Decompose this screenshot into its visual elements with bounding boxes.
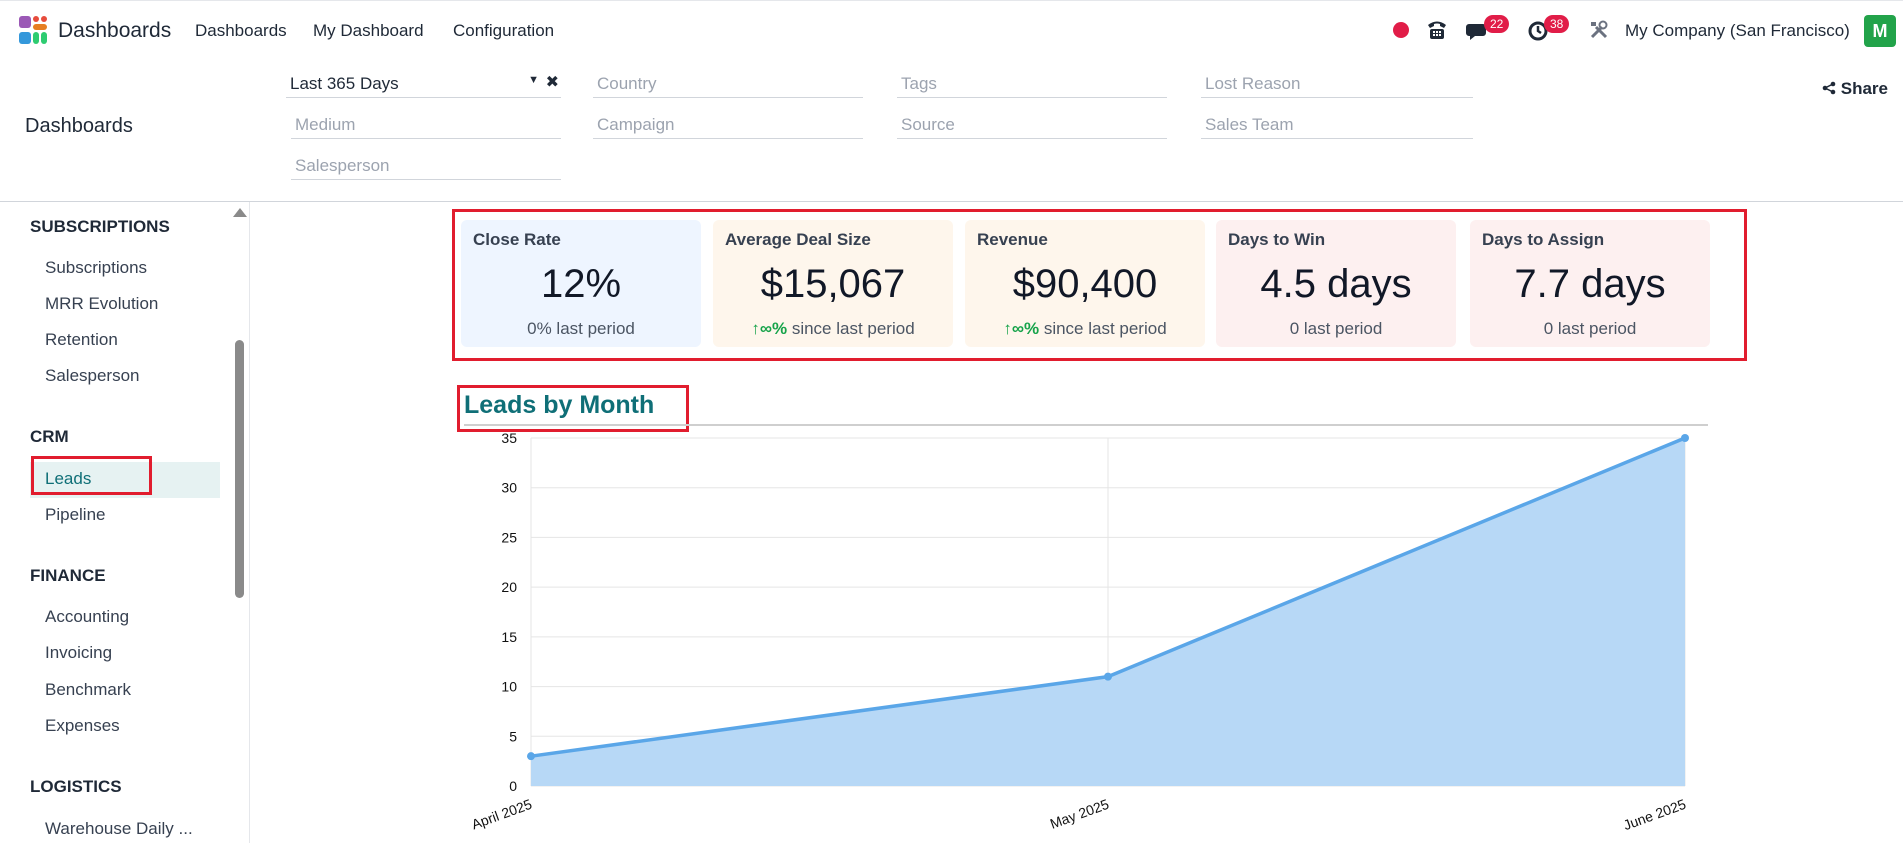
x-tick-label: June 2025 [1621,796,1688,833]
user-avatar[interactable]: M [1864,15,1896,47]
kpi-comparison: 0 last period [1289,319,1383,338]
scroll-up-arrow-icon[interactable] [233,208,247,217]
kpi-title: Days to Win [1228,230,1326,249]
sidebar-section-finance: FINANCE [30,566,106,585]
scrollbar-thumb[interactable] [235,340,244,598]
caret-down-icon[interactable]: ▼ [528,74,539,86]
sidebar-item-subscriptions[interactable]: Subscriptions [45,258,148,277]
sidebar-scrollbar[interactable] [233,202,247,843]
sidebar-item-pipeline[interactable]: Pipeline [45,505,106,524]
menu-my-dashboard[interactable]: My Dashboard [313,21,424,40]
kpi-card-close-rate[interactable]: Close Rate 12% 0% last period [461,220,701,347]
sidebar-item-salesperson[interactable]: Salesperson [45,366,140,385]
arrow-up-icon: ↑ [1003,319,1012,338]
country-filter[interactable]: Country [593,68,863,98]
share-label: Share [1840,79,1888,98]
y-tick-label: 35 [501,430,517,446]
sidebar-item-expenses[interactable]: Expenses [45,716,120,735]
app-brand[interactable]: Dashboards [58,19,172,42]
kpi-value: 4.5 days [1260,262,1412,306]
kpi-comparison-label: since last period [1043,319,1167,338]
sales-team-filter[interactable]: Sales Team [1201,109,1473,139]
kpi-value: $15,067 [760,262,906,306]
phone-icon[interactable] [1425,19,1449,41]
sidebar-item-retention[interactable]: Retention [45,330,118,349]
chart-title: Leads by Month [464,391,655,419]
kpi-card-revenue[interactable]: Revenue $90,400 ↑∞% since last period [965,220,1205,347]
messages-badge: 22 [1484,15,1510,33]
sidebar-section-crm: CRM [30,427,69,446]
sidebar-item-mrr-evolution[interactable]: MRR Evolution [45,294,159,313]
sidebar-section-subscriptions: SUBSCRIPTIONS [30,217,170,236]
y-tick-label: 15 [501,629,517,645]
share-button[interactable]: Share [1822,79,1888,99]
date-filter[interactable]: Last 365 Days ▼ ✖ [286,68,561,98]
kpi-comparison: ↑∞% since last period [713,319,953,339]
highlight-kpi-box [452,209,1747,361]
kpi-value: $90,400 [1012,262,1158,306]
lost-reason-filter[interactable]: Lost Reason [1201,68,1473,98]
y-tick-label: 30 [501,480,517,496]
salesperson-filter[interactable]: Salesperson [291,150,561,180]
kpi-title: Close Rate [473,230,561,249]
kpi-title: Average Deal Size [725,230,871,249]
company-switcher[interactable]: My Company (San Francisco) [1625,21,1850,40]
page-title: Dashboards [25,115,133,137]
kpi-card-average-deal-size[interactable]: Average Deal Size $15,067 ↑∞% since last… [713,220,953,347]
kpi-value: 12% [540,262,622,306]
data-point [1104,672,1112,681]
kpi-trend: ∞% [1011,319,1040,338]
messages-icon[interactable] [1465,20,1489,42]
dashboard-sidebar: SUBSCRIPTIONS Subscriptions MRR Evolutio… [0,202,250,843]
tags-filter[interactable]: Tags [897,68,1167,98]
date-filter-value: Last 365 Days [290,74,399,93]
menu-configuration[interactable]: Configuration [453,21,555,40]
kpi-title: Days to Assign [1482,230,1605,249]
kpi-comparison: 0 last period [1543,319,1637,338]
kpi-comparison-label: since last period [791,319,915,338]
clear-filter-icon[interactable]: ✖ [545,74,559,91]
leads-by-month-chart[interactable]: 0 5 10 15 20 25 30 35 April 2025 May 2025 June 202… [455,426,1715,843]
sidebar-item-invoicing[interactable]: Invoicing [45,643,113,662]
tools-icon[interactable] [1588,19,1610,41]
y-tick-label: 5 [509,728,517,744]
kpi-title: Revenue [977,230,1048,249]
sidebar-item-accounting[interactable]: Accounting [45,607,130,626]
y-tick-label: 0 [509,778,517,794]
kpi-comparison: 0% last period [527,319,635,338]
source-filter[interactable]: Source [897,109,1167,139]
data-point [527,752,535,761]
y-tick-label: 10 [501,679,517,695]
kpi-card-days-to-win[interactable]: Days to Win 4.5 days 0 last period [1216,220,1456,347]
activities-clock-icon[interactable] [1527,20,1549,42]
campaign-filter[interactable]: Campaign [593,109,863,139]
x-tick-label: May 2025 [1048,796,1111,832]
top-navbar: Dashboards Dashboards My Dashboard Confi… [0,0,1903,60]
kpi-value: 7.7 days [1514,262,1666,306]
control-panel-divider [0,201,1903,202]
kpi-card-days-to-assign[interactable]: Days to Assign 7.7 days 0 last period [1470,220,1710,347]
recording-indicator-icon[interactable] [1393,22,1409,38]
y-tick-label: 25 [501,529,517,545]
arrow-up-icon: ↑ [751,319,760,338]
highlight-chart-title-box [457,385,689,432]
share-icon [1822,81,1836,95]
x-tick-label: April 2025 [469,796,534,833]
menu-dashboards[interactable]: Dashboards [195,21,287,40]
sidebar-item-benchmark[interactable]: Benchmark [45,680,131,699]
sidebar-section-logistics: LOGISTICS [30,777,122,796]
activities-badge: 38 [1544,15,1570,33]
kpi-comparison: ↑∞% since last period [965,319,1205,339]
y-tick-label: 20 [501,579,517,595]
sidebar-item-leads[interactable]: Leads [45,469,92,488]
series-area [531,438,1685,786]
sidebar-item-warehouse-daily[interactable]: Warehouse Daily ... [45,819,193,838]
highlight-leads-box [31,456,152,495]
data-point [1681,434,1689,442]
medium-filter[interactable]: Medium [291,109,561,139]
kpi-trend: ∞% [759,319,788,338]
chart-title-rule [464,424,1708,426]
app-logo-icon[interactable] [19,16,47,46]
